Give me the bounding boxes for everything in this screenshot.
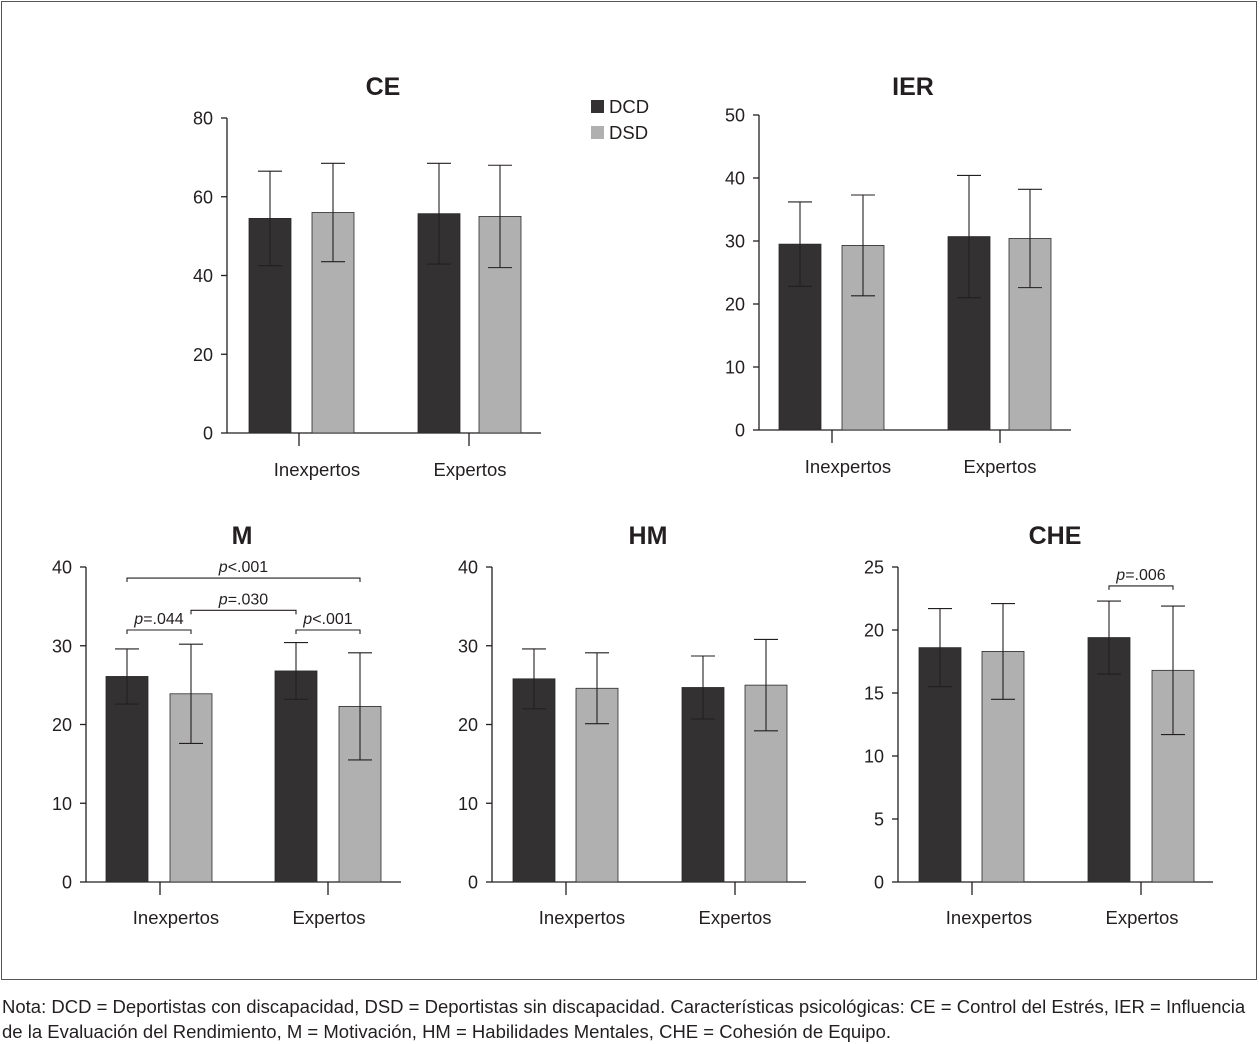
legend: DCD DSD	[591, 96, 649, 143]
y-tick-label: 0	[735, 421, 745, 441]
significance-bracket	[126, 629, 192, 634]
legend-swatch-dsd	[591, 126, 604, 139]
category-label: Inexpertos	[805, 456, 891, 477]
y-tick-label: 5	[874, 810, 884, 830]
chart-title: HM	[629, 522, 668, 550]
legend-label-dcd: DCD	[609, 96, 649, 117]
y-tick-label: 0	[874, 873, 884, 893]
category-label: Expertos	[292, 907, 365, 928]
y-tick-label: 20	[193, 345, 213, 365]
y-tick-label: 20	[52, 715, 72, 735]
y-tick-label: 20	[725, 295, 745, 315]
chart-title: CE	[366, 73, 401, 101]
y-tick-label: 30	[52, 636, 72, 656]
y-tick-label: 10	[725, 358, 745, 378]
y-tick-label: 30	[725, 232, 745, 252]
significance-label: p=.006	[1115, 567, 1165, 584]
legend-swatch-dcd	[591, 100, 604, 113]
chart-che: CHE 0 5 10 15 20 25 Inexpertos Expertos p=.006	[864, 522, 1213, 928]
y-tick-label: 10	[52, 794, 72, 814]
y-tick-label: 20	[458, 715, 478, 735]
significance-label: p<.001	[302, 611, 352, 628]
significance-bracket	[1108, 585, 1174, 590]
y-tick-label: 0	[62, 873, 72, 893]
bar-dsd-inexpertos	[981, 651, 1025, 883]
y-tick-label: 0	[468, 873, 478, 893]
category-label: Expertos	[433, 459, 506, 480]
y-tick-label: 10	[458, 794, 478, 814]
chart-m: M 0 10 20 30 40 Inexpertos Expertos p<.001 p=.044…	[52, 522, 401, 928]
bar-dcd-expertos	[1087, 637, 1131, 883]
y-tick-label: 40	[193, 266, 213, 286]
category-label: Expertos	[698, 907, 771, 928]
bar-dcd-inexpertos	[512, 678, 556, 883]
bar-dcd-inexpertos	[105, 676, 149, 883]
significance-label: p=.044	[133, 611, 183, 628]
figure-note: Nota: DCD = Deportistas con discapacidad…	[2, 996, 1246, 1042]
category-label: Expertos	[1105, 907, 1178, 928]
y-tick-label: 40	[458, 558, 478, 578]
y-tick-label: 40	[52, 558, 72, 578]
chart-title: M	[232, 522, 253, 550]
charts-canvas: CE 0 20 40 60 80 Inexpertos Expertos IER 0 10 20 30 4…	[52, 73, 1213, 928]
y-tick-label: 50	[725, 106, 745, 126]
y-tick-label: 80	[193, 109, 213, 129]
category-label: Inexpertos	[274, 459, 360, 480]
bar-dcd-expertos	[681, 687, 725, 883]
y-tick-label: 30	[458, 636, 478, 656]
y-tick-label: 15	[864, 684, 884, 704]
y-tick-label: 60	[193, 187, 213, 207]
chart-title: IER	[892, 73, 934, 101]
category-label: Expertos	[963, 456, 1036, 477]
legend-label-dsd: DSD	[609, 122, 648, 143]
significance-bracket	[295, 629, 361, 634]
category-label: Inexpertos	[946, 907, 1032, 928]
chart-title: CHE	[1029, 522, 1082, 550]
chart-ier: IER 0 10 20 30 40 50 Inexpertos Expertos	[725, 73, 1071, 477]
y-tick-label: 10	[864, 747, 884, 767]
significance-label: p<.001	[218, 559, 268, 576]
y-tick-label: 40	[725, 169, 745, 189]
category-label: Inexpertos	[539, 907, 625, 928]
significance-bracket	[126, 577, 361, 583]
significance-bracket	[190, 609, 297, 615]
category-label: Inexpertos	[133, 907, 219, 928]
chart-hm: HM 0 10 20 30 40 Inexpertos Expertos	[458, 522, 806, 928]
chart-ce: CE 0 20 40 60 80 Inexpertos Expertos	[193, 73, 541, 480]
y-tick-label: 25	[864, 558, 884, 578]
figure-frame	[1, 1, 1257, 980]
y-tick-label: 0	[203, 424, 213, 444]
bar-dcd-expertos	[274, 670, 318, 883]
y-tick-label: 20	[864, 621, 884, 641]
significance-label: p=.030	[218, 591, 268, 608]
